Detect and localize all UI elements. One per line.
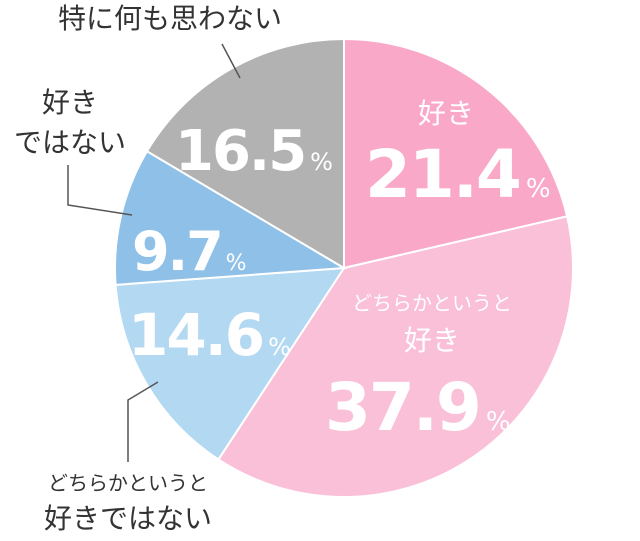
value-other: 16.5%	[175, 119, 333, 184]
leader-line-somewhat-dislike	[127, 381, 159, 462]
slice-label-somewhat-dislike: 14.6%	[128, 301, 291, 369]
slice-label-dislike: 9.7%	[132, 220, 247, 283]
label-somewhat-dislike-line2: 好きではない	[44, 502, 212, 535]
label-like-line1: 好き	[418, 97, 474, 130]
label-dislike-line2: ではない	[14, 126, 126, 159]
label-somewhat-dislike-line1: どちらかというと	[48, 471, 208, 495]
value-like: 21.4%	[365, 136, 551, 213]
slice-somewhat-like	[216, 215, 574, 498]
pie-slices	[114, 37, 574, 498]
slice-other	[145, 37, 345, 270]
value-somewhat-dislike: 14.6%	[128, 301, 291, 369]
value-somewhat-like: 37.9%	[325, 369, 511, 446]
label-dislike-line1: 好き	[42, 86, 98, 119]
slice-label-like: 好き 21.4%	[365, 97, 551, 213]
slice-somewhat-dislike	[114, 266, 346, 461]
label-other: 特に何も思わない	[58, 2, 282, 35]
slice-label-other: 16.5%	[175, 119, 333, 184]
value-dislike: 9.7%	[132, 220, 247, 283]
label-somewhat-like-line1: どちらかというと	[352, 291, 512, 315]
leader-line-dislike	[67, 165, 133, 216]
slice-label-somewhat-like: どちらかというと 好き 37.9%	[325, 291, 512, 446]
slice-like	[343, 37, 569, 270]
leader-lines	[67, 43, 241, 462]
label-somewhat-like-line2: 好き	[404, 324, 460, 357]
leader-line-other	[221, 43, 241, 79]
slice-dislike	[114, 149, 348, 286]
